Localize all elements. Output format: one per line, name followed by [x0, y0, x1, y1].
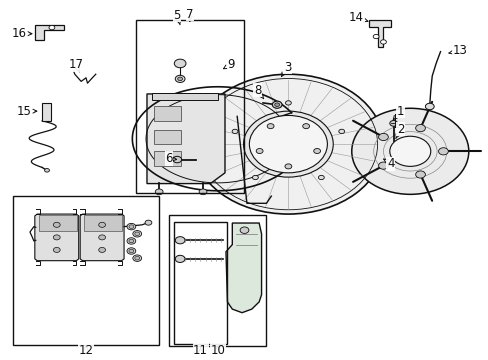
Circle shape	[99, 247, 105, 252]
Bar	[154, 107, 181, 121]
Text: 15: 15	[17, 105, 37, 118]
Circle shape	[129, 239, 134, 243]
Circle shape	[174, 59, 185, 68]
Circle shape	[380, 40, 386, 44]
Circle shape	[193, 74, 383, 214]
Circle shape	[127, 238, 136, 244]
Circle shape	[44, 168, 49, 172]
Bar	[154, 151, 181, 166]
Text: 13: 13	[448, 44, 467, 57]
Bar	[152, 93, 217, 100]
Text: 10: 10	[210, 344, 224, 357]
Circle shape	[302, 123, 309, 129]
Circle shape	[415, 125, 425, 132]
Bar	[136, 21, 243, 193]
Circle shape	[177, 77, 182, 81]
Circle shape	[127, 224, 136, 230]
Circle shape	[425, 103, 433, 110]
Circle shape	[378, 162, 387, 169]
Circle shape	[243, 111, 332, 177]
Circle shape	[53, 222, 60, 227]
Circle shape	[285, 164, 291, 169]
Circle shape	[249, 116, 327, 173]
Circle shape	[266, 123, 273, 129]
Text: 8: 8	[253, 84, 263, 99]
Text: 17: 17	[68, 58, 83, 72]
Circle shape	[133, 255, 142, 261]
Circle shape	[129, 225, 134, 228]
Circle shape	[127, 248, 136, 254]
Text: 6: 6	[165, 152, 176, 165]
Bar	[173, 222, 227, 344]
Circle shape	[175, 255, 184, 262]
Circle shape	[99, 235, 105, 240]
Bar	[84, 215, 122, 231]
Circle shape	[49, 26, 55, 30]
Circle shape	[272, 101, 282, 108]
Circle shape	[99, 222, 105, 227]
Circle shape	[313, 148, 320, 153]
Circle shape	[274, 103, 279, 107]
Bar	[154, 130, 181, 144]
Circle shape	[53, 235, 60, 240]
Text: 9: 9	[223, 58, 234, 71]
Circle shape	[378, 134, 387, 140]
Text: 7: 7	[186, 8, 193, 21]
Circle shape	[318, 175, 324, 180]
Circle shape	[438, 148, 447, 155]
Bar	[168, 215, 266, 346]
Circle shape	[135, 232, 140, 235]
Polygon shape	[147, 94, 224, 184]
Circle shape	[145, 220, 152, 225]
Circle shape	[240, 227, 248, 233]
Bar	[42, 103, 51, 121]
Bar	[13, 196, 159, 345]
Circle shape	[53, 247, 60, 252]
Text: 16: 16	[12, 27, 32, 40]
Circle shape	[175, 75, 184, 82]
Circle shape	[389, 121, 397, 126]
Bar	[39, 215, 77, 231]
Circle shape	[232, 129, 238, 134]
Polygon shape	[80, 214, 124, 261]
Text: 12: 12	[79, 344, 93, 357]
Text: 2: 2	[395, 122, 404, 139]
Circle shape	[372, 35, 378, 39]
Circle shape	[389, 136, 430, 166]
Circle shape	[175, 237, 184, 244]
Circle shape	[172, 156, 181, 163]
Text: 4: 4	[383, 157, 394, 170]
Text: 1: 1	[392, 105, 404, 120]
Polygon shape	[368, 21, 390, 47]
Circle shape	[415, 171, 425, 178]
Circle shape	[199, 189, 206, 195]
Polygon shape	[225, 223, 261, 313]
Polygon shape	[35, 25, 64, 40]
Circle shape	[338, 129, 344, 134]
Text: 14: 14	[348, 12, 367, 24]
Circle shape	[285, 101, 291, 105]
Circle shape	[256, 148, 263, 153]
Text: 3: 3	[281, 60, 290, 77]
Circle shape	[155, 189, 163, 195]
Circle shape	[135, 256, 140, 260]
Text: 5: 5	[173, 9, 181, 25]
Circle shape	[351, 108, 468, 194]
Text: 11: 11	[193, 344, 208, 357]
Polygon shape	[35, 214, 79, 261]
Circle shape	[133, 230, 142, 237]
Circle shape	[252, 175, 258, 180]
Circle shape	[129, 249, 134, 253]
